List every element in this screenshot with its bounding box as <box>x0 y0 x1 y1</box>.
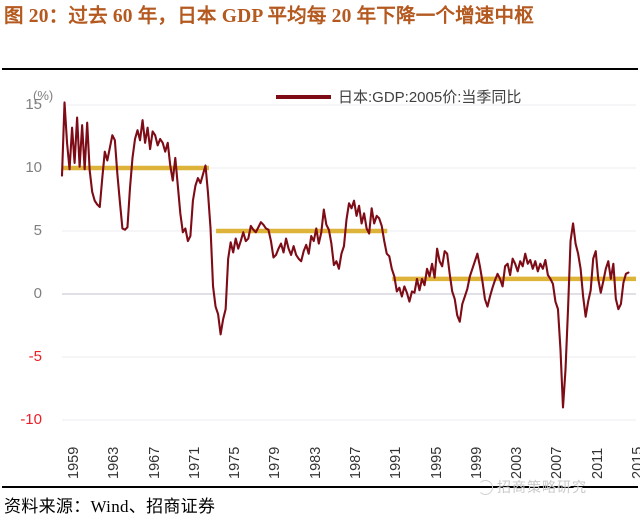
x-tick-1983: 1983 <box>307 446 324 479</box>
y-tick-15: 15 <box>25 96 42 113</box>
reference-line-group <box>62 165 636 282</box>
y-tick--10: -10 <box>20 411 42 428</box>
chart-legend: 日本:GDP:2005价:当季同比 <box>276 86 521 107</box>
y-tick--5: -5 <box>28 348 42 365</box>
legend-color-swatch <box>276 94 331 99</box>
line-chart-plot <box>60 101 636 421</box>
x-tick-1987: 1987 <box>347 446 364 479</box>
x-tick-1991: 1991 <box>388 446 405 479</box>
x-tick-1999: 1999 <box>468 446 485 479</box>
x-tick-1963: 1963 <box>106 446 123 479</box>
source-note: 资料来源：Wind、招商证券 <box>4 497 216 516</box>
x-tick-1995: 1995 <box>428 446 445 479</box>
y-tick-5: 5 <box>33 222 42 239</box>
y-axis-unit-label: (%) <box>33 88 54 103</box>
series-line-japan-gdp <box>60 101 630 409</box>
y-tick-0: 0 <box>33 285 42 302</box>
x-tick-2007: 2007 <box>549 446 566 479</box>
footer-divider <box>2 486 638 488</box>
x-tick-1967: 1967 <box>146 446 163 479</box>
x-tick-1971: 1971 <box>186 446 203 479</box>
legend-label: 日本:GDP:2005价:当季同比 <box>338 89 522 106</box>
x-tick-2015: 2015 <box>629 446 640 479</box>
watermark-logo-icon <box>478 479 493 495</box>
watermark: 招商策略研究 <box>478 477 587 497</box>
y-tick-10: 10 <box>25 159 42 176</box>
x-tick-2011: 2011 <box>589 447 606 479</box>
x-tick-1959: 1959 <box>66 446 82 479</box>
figure-title: 图 20：过去 60 年，日本 GDP 平均每 20 年下降一个增速中枢 <box>4 6 534 27</box>
watermark-label: 招商策略研究 <box>497 479 587 495</box>
title-divider <box>2 68 638 70</box>
chart-canvas: (%) 日本:GDP:2005价:当季同比 15 10 5 0 -5 -10 1959 19… <box>0 72 640 490</box>
gridline-group <box>62 104 636 421</box>
x-tick-1975: 1975 <box>227 446 244 479</box>
x-tick-1979: 1979 <box>267 446 284 479</box>
x-tick-2003: 2003 <box>509 446 526 479</box>
